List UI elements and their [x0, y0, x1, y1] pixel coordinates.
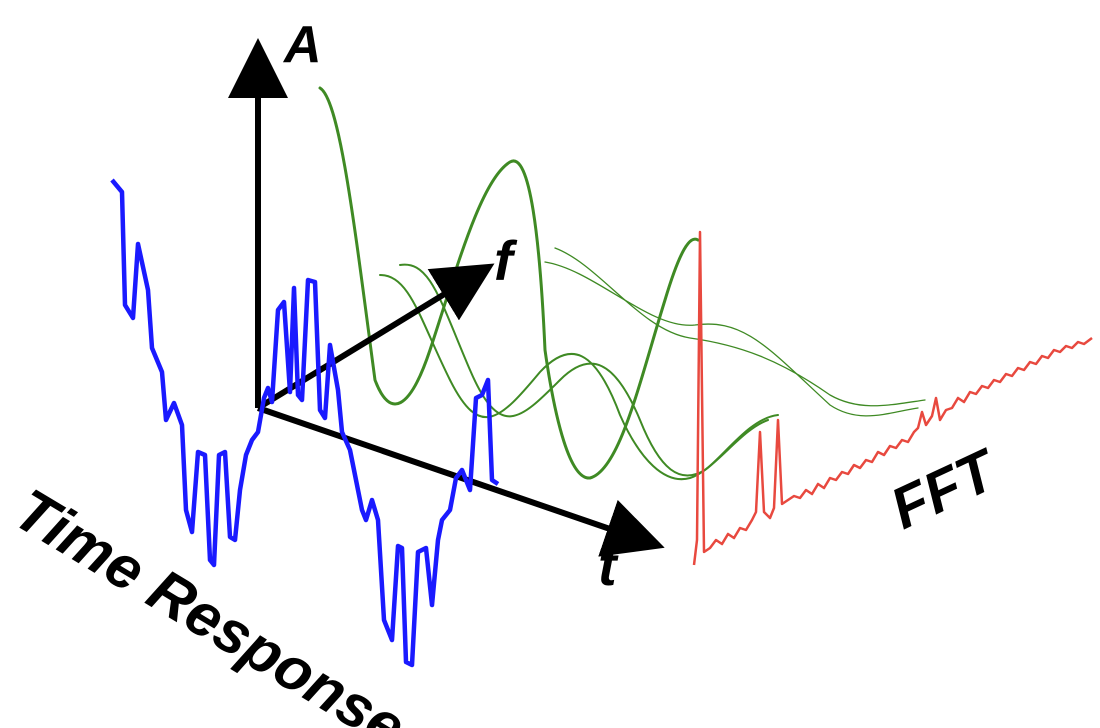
time-axis	[257, 405, 665, 557]
time-response-label: Time Response	[3, 476, 417, 728]
sine-component-thin-far-2	[544, 261, 919, 417]
frequency-axis-label: f	[494, 229, 518, 292]
amplitude-axis-label: A	[282, 16, 322, 74]
fft-spectrum	[692, 230, 1093, 566]
frequency-axis	[256, 263, 495, 411]
axes	[228, 38, 665, 557]
time-axis-label: t	[598, 534, 619, 597]
sine-component-mid-1	[399, 263, 779, 477]
time-response-signal	[110, 178, 500, 668]
sine-components	[318, 86, 926, 481]
sine-component-main	[318, 86, 700, 480]
fft-path	[692, 230, 1093, 566]
time-signal-path	[110, 178, 500, 668]
sine-component-mid-2	[379, 274, 769, 481]
fft-label: FFT	[881, 436, 1009, 542]
sine-component-thin-far	[554, 247, 926, 407]
